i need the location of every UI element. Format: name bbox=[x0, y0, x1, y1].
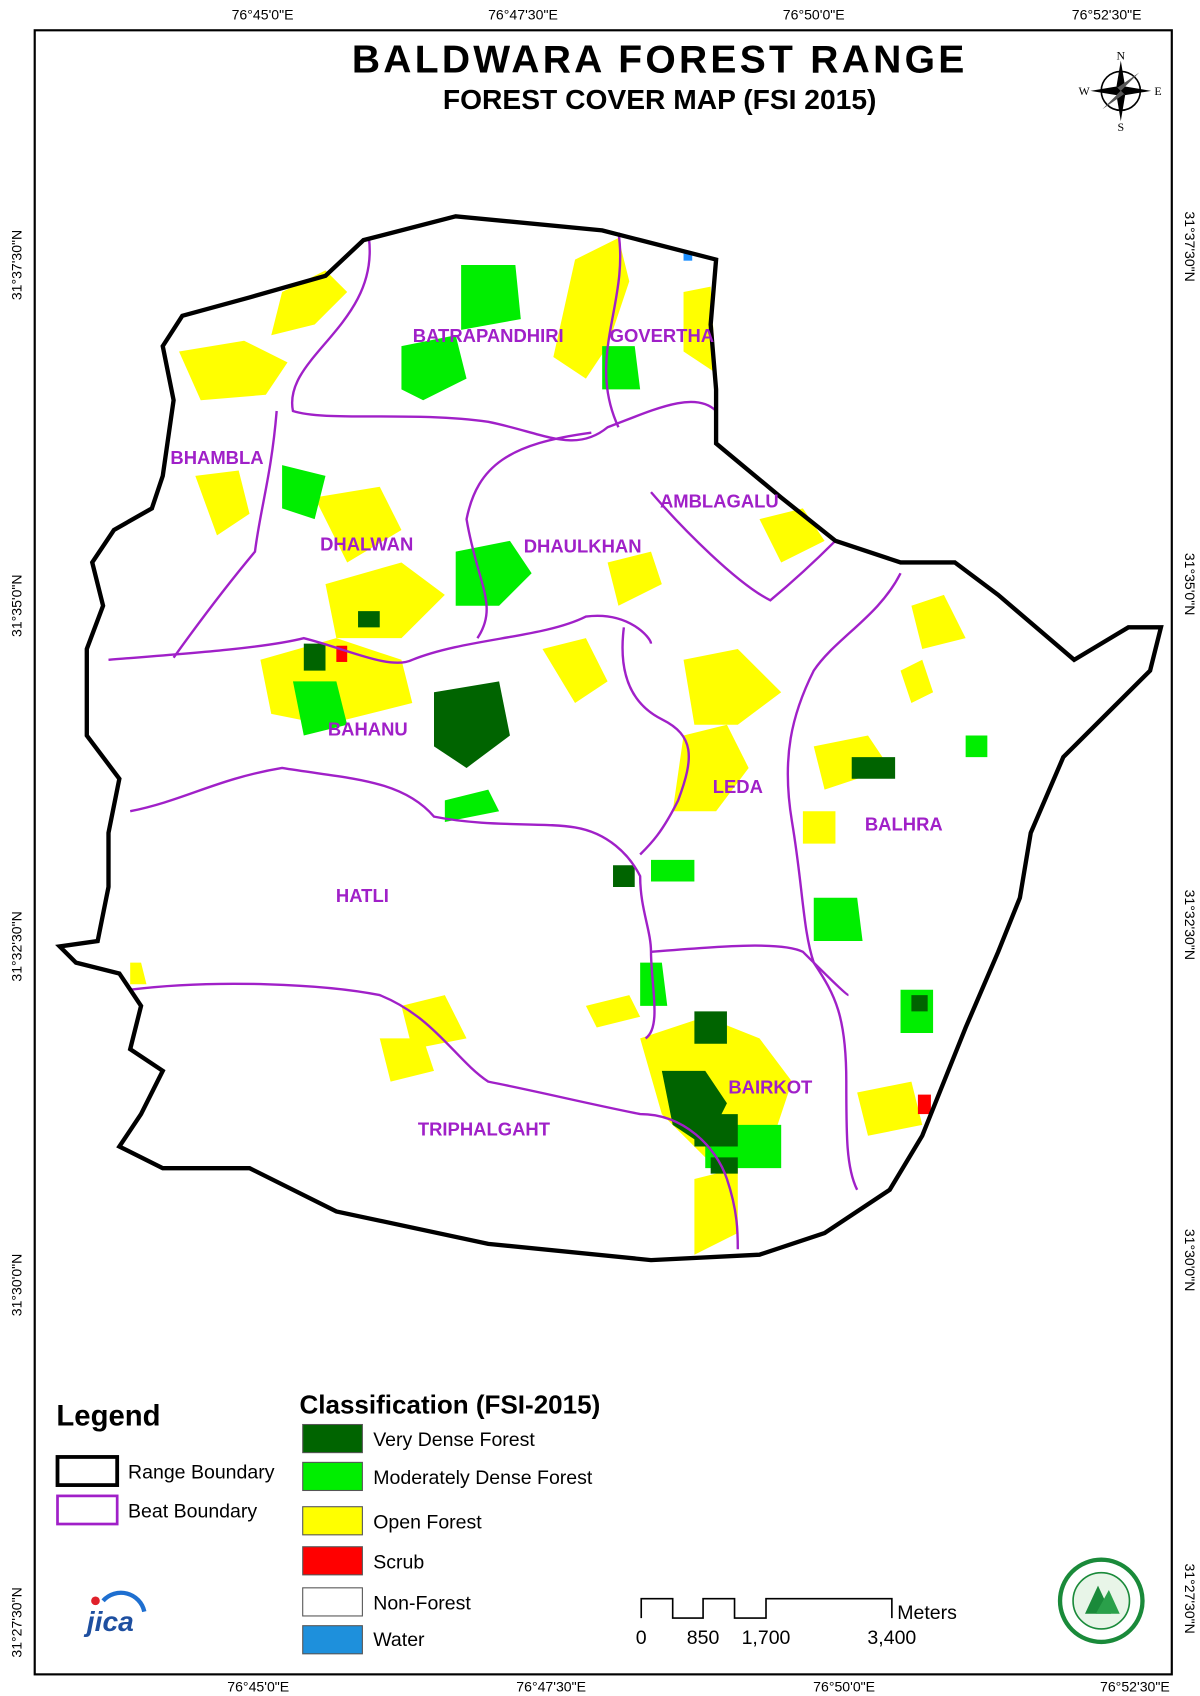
classification-title: Classification (FSI-2015) bbox=[299, 1390, 600, 1420]
longitude-label: 76°45'0"E bbox=[227, 1679, 289, 1695]
legend-swatch bbox=[55, 1455, 120, 1487]
legend-swatch bbox=[302, 1423, 363, 1454]
latitude-label: 31°30'0"N bbox=[1182, 1229, 1198, 1292]
beat-label: BHAMBLA bbox=[170, 447, 263, 468]
legend-title: Legend bbox=[56, 1401, 160, 1433]
legend-swatch bbox=[56, 1494, 119, 1526]
latitude-label: 31°27'30"N bbox=[1182, 1563, 1198, 1633]
longitude-label: 76°50'0"E bbox=[813, 1679, 875, 1695]
latitude-label: 31°35'0"N bbox=[1182, 553, 1198, 616]
latitude-label: 31°27'30"N bbox=[9, 1587, 25, 1657]
legend-label: Range Boundary bbox=[128, 1462, 275, 1484]
beat-label: AMBLAGALU bbox=[660, 490, 779, 511]
scale-label: 1,700 bbox=[742, 1627, 791, 1649]
forest-department-emblem bbox=[1057, 1557, 1145, 1645]
beat-boundaries bbox=[108, 232, 902, 1250]
legend-swatch bbox=[302, 1546, 363, 1576]
beat-label: DHAULKHAN bbox=[524, 536, 642, 557]
beat-label: GOVERTHA bbox=[610, 325, 714, 346]
longitude-label: 76°47'30"E bbox=[488, 6, 558, 22]
legend-label: Beat Boundary bbox=[128, 1501, 257, 1523]
legend-swatch bbox=[302, 1587, 363, 1617]
longitude-label: 76°45'0"E bbox=[232, 6, 294, 22]
latitude-label: 31°32'30"N bbox=[1182, 890, 1198, 960]
scale-bar bbox=[640, 1597, 893, 1619]
jica-logo: jica bbox=[83, 1590, 147, 1637]
latitude-label: 31°30'0"N bbox=[9, 1254, 25, 1317]
compass-label: E bbox=[1154, 84, 1161, 98]
legend-label: Non-Forest bbox=[373, 1592, 471, 1614]
scale-unit: Meters bbox=[897, 1602, 957, 1624]
beat-label: BALHRA bbox=[865, 814, 943, 835]
legend-label: Open Forest bbox=[373, 1511, 482, 1533]
legend-swatch bbox=[302, 1506, 363, 1536]
latitude-label: 31°37'30"N bbox=[9, 230, 25, 300]
legend-label: Very Dense Forest bbox=[373, 1429, 535, 1451]
beat-label: BAIRKOT bbox=[728, 1077, 813, 1098]
beat-label: BAHANU bbox=[328, 719, 408, 740]
legend-swatch bbox=[302, 1461, 363, 1492]
range-boundary bbox=[55, 214, 1164, 1263]
logo-text: jica bbox=[83, 1606, 134, 1637]
compass-rose: N S E W bbox=[1078, 49, 1161, 134]
latitude-label: 31°35'0"N bbox=[9, 574, 25, 637]
beat-label: BATRAPANDHIRI bbox=[413, 325, 564, 346]
map-title: BALDWARA FOREST RANGE bbox=[352, 39, 968, 82]
scale-label: 0 bbox=[636, 1627, 647, 1649]
latitude-label: 31°37'30"N bbox=[1182, 211, 1198, 281]
legend-label: Water bbox=[373, 1629, 425, 1651]
beat-label: DHALWAN bbox=[320, 534, 413, 555]
compass-label: N bbox=[1116, 49, 1125, 63]
longitude-label: 76°52'30"E bbox=[1072, 6, 1142, 22]
longitude-label: 76°52'30"E bbox=[1100, 1679, 1170, 1695]
beat-label: TRIPHALGAHT bbox=[418, 1119, 551, 1140]
legend-label: Moderately Dense Forest bbox=[373, 1467, 593, 1489]
longitude-label: 76°47'30"E bbox=[516, 1679, 586, 1695]
compass-label: S bbox=[1117, 120, 1124, 134]
longitude-label: 76°50'0"E bbox=[783, 6, 845, 22]
forest-cover bbox=[130, 237, 988, 1255]
map-subtitle: FOREST COVER MAP (FSI 2015) bbox=[443, 84, 877, 115]
latitude-label: 31°32'30"N bbox=[9, 911, 25, 981]
beat-label: LEDA bbox=[713, 776, 763, 797]
compass-label: W bbox=[1078, 84, 1090, 98]
legend-swatch bbox=[302, 1625, 363, 1655]
legend-label: Scrub bbox=[373, 1551, 424, 1573]
scale-label: 850 bbox=[687, 1627, 720, 1649]
scale-label: 3,400 bbox=[867, 1627, 916, 1649]
beat-label: HATLI bbox=[336, 885, 389, 906]
